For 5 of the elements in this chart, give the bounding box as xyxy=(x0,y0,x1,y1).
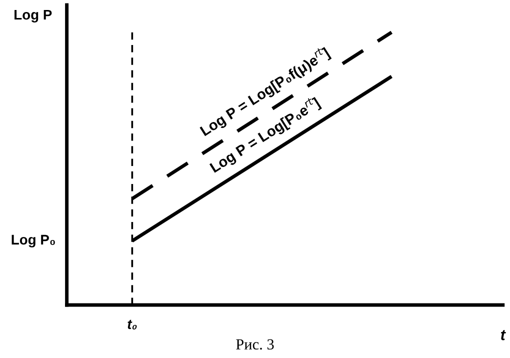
text: t₀ xyxy=(128,320,137,330)
text: Log P₀ xyxy=(12,234,55,248)
y-axis-title: Log P xyxy=(14,10,52,22)
text: Рис. 3 xyxy=(236,339,274,350)
x-axis-title: t xyxy=(500,330,506,340)
